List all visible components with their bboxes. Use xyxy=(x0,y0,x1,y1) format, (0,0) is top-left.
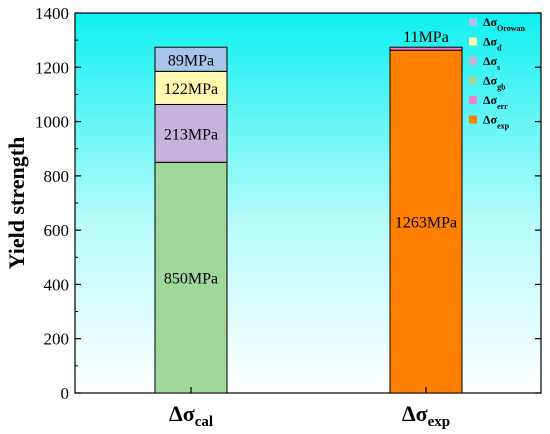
legend-entry-gb: Δσgb xyxy=(483,74,506,92)
legend-entry-orowan: ΔσOrowan xyxy=(483,15,525,33)
segment-label-orowan-cal: 89MPa xyxy=(168,52,214,69)
legend-entry-s-main: Δσ xyxy=(483,54,498,68)
x-category-label-exp-subscript: exp xyxy=(428,414,451,430)
legend-entry-orowan-subscript: Orowan xyxy=(497,24,525,33)
x-category-label-cal-subscript: cal xyxy=(195,414,213,430)
legend-entry-exp-subscript: exp xyxy=(497,122,510,131)
legend-swatch-gb xyxy=(469,76,477,85)
legend-entry-s: Δσs xyxy=(483,54,500,72)
legend-entry-err: Δσerr xyxy=(483,93,508,111)
y-tick-label: 0 xyxy=(61,384,70,403)
y-tick-label: 200 xyxy=(44,330,70,349)
segment-label-err-exp: 11MPa xyxy=(403,29,449,46)
legend-entry-exp: Δσexp xyxy=(483,113,510,131)
y-axis-label: Yield strength xyxy=(4,137,29,270)
bar-segment-d-cal xyxy=(154,70,228,105)
legend-entry-exp-main: Δσ xyxy=(483,113,498,127)
segment-label-exp-exp: 1263MPa xyxy=(395,215,457,232)
legend-swatch-orowan xyxy=(469,18,477,26)
bars xyxy=(154,46,463,394)
legend-swatch-exp xyxy=(469,115,477,124)
bar-segment-orowan-cal xyxy=(154,46,228,72)
legend-entry-orowan-main: Δσ xyxy=(483,15,498,29)
y-tick-label: 1000 xyxy=(35,113,69,132)
legend-entry-d-main: Δσ xyxy=(483,35,498,49)
legend-entry-err-subscript: err xyxy=(497,102,508,111)
legend-entry-d-subscript: d xyxy=(497,44,502,53)
y-tick-label: 400 xyxy=(44,275,70,294)
legend-swatch-s xyxy=(469,57,477,65)
y-tick-label: 1200 xyxy=(35,58,69,77)
x-category-label-cal-main: Δσ xyxy=(169,401,195,426)
y-axis: 0 200 400 600 800 1000 1200 1400 xyxy=(35,4,541,403)
legend-entry-d: Δσd xyxy=(483,35,502,53)
segment-labels: 850MPa 213MPa 122MPa 89MPa 1263MPa 11MPa xyxy=(164,29,457,287)
legend-swatch-err xyxy=(469,96,477,104)
legend-entry-gb-subscript: gb xyxy=(497,83,506,92)
y-tick-label: 1400 xyxy=(35,4,69,23)
legend-swatch-d xyxy=(469,37,477,46)
x-category-label-cal: Δσcal xyxy=(169,401,213,430)
y-tick-label: 600 xyxy=(44,221,70,240)
x-category-label-exp: Δσexp xyxy=(402,401,450,430)
segment-label-s-cal: 213MPa xyxy=(164,126,218,143)
plot-background xyxy=(74,12,542,394)
bar-segment-s-cal xyxy=(154,103,228,163)
segment-label-gb-cal: 850MPa xyxy=(164,271,218,288)
legend-entry-err-main: Δσ xyxy=(483,93,498,107)
x-category-label-exp-main: Δσ xyxy=(402,401,428,426)
legend-entry-gb-main: Δσ xyxy=(483,74,498,88)
segment-label-d-cal: 122MPa xyxy=(164,81,218,98)
x-axis: Δσcal Δσexp xyxy=(169,387,450,430)
legend-entry-s-subscript: s xyxy=(497,63,500,72)
bar-segment-err-exp xyxy=(389,46,463,51)
y-tick-label: 800 xyxy=(44,167,70,186)
